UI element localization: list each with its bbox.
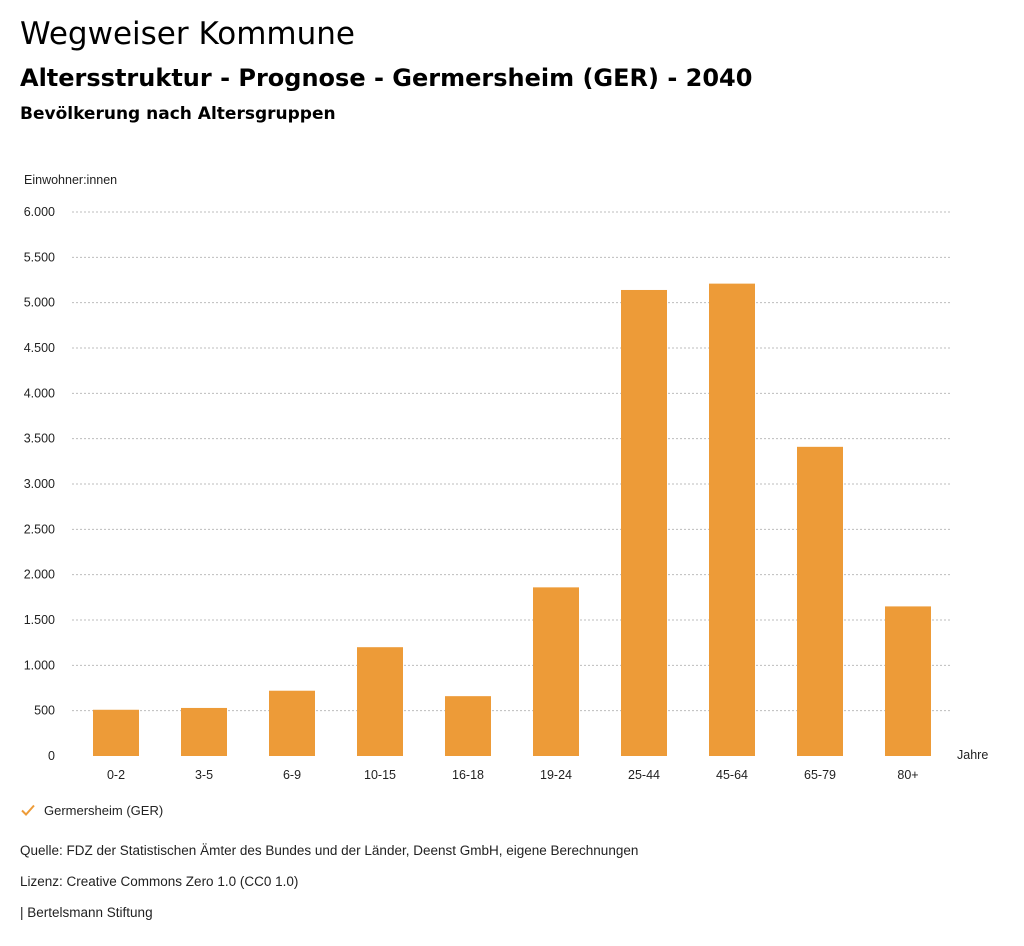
bar-6-9[interactable]: [269, 690, 315, 756]
bars: [93, 283, 931, 756]
legend-label: Germersheim (GER): [44, 802, 164, 818]
bar-19-24[interactable]: [533, 587, 579, 756]
x-tick-label: 3-5: [195, 768, 213, 782]
bar-10-15[interactable]: [357, 647, 403, 756]
chart-subtitle: Altersstruktur - Prognose - Germersheim …: [20, 64, 753, 92]
bar-65-79[interactable]: [797, 446, 843, 756]
y-tick-label: 0: [48, 749, 55, 763]
x-tick-label: 25-44: [628, 768, 660, 782]
y-tick-label: 500: [34, 704, 55, 718]
y-tick-label: 2.000: [24, 568, 55, 582]
publisher-note[interactable]: | Bertelsmann Stiftung: [20, 905, 153, 920]
x-tick-label: 19-24: [540, 768, 572, 782]
y-axis-ticks: 0 500 1.000 1.500 2.000 2.500 3.000 3.500 4.000 4…: [24, 205, 55, 763]
y-tick-label: 6.000: [24, 205, 55, 219]
bar-16-18[interactable]: [445, 696, 491, 756]
bar-3-5[interactable]: [181, 707, 227, 756]
x-tick-label: 10-15: [364, 768, 396, 782]
x-tick-label: 80+: [897, 768, 918, 782]
page-title: Wegweiser Kommune: [20, 16, 355, 52]
x-tick-label: 65-79: [804, 768, 836, 782]
y-tick-label: 1.500: [24, 613, 55, 627]
bar-25-44[interactable]: [621, 289, 667, 756]
license-note: Lizenz: Creative Commons Zero 1.0 (CC0 1…: [20, 874, 299, 889]
y-tick-label: 1.000: [24, 658, 55, 672]
x-tick-label: 16-18: [452, 768, 484, 782]
chart-subsubtitle: Bevölkerung nach Altersgruppen: [20, 104, 336, 124]
y-tick-label: 4.500: [24, 341, 55, 355]
x-axis-ticks: 0-2 3-5 6-9 10-15 16-18 19-24 25-44 45-64 65-79 8…: [107, 768, 919, 782]
bar-chart: 0 500 1.000 1.500 2.000 2.500 3.000 3.500 4.000 4…: [24, 173, 989, 782]
bar-80+[interactable]: [885, 606, 931, 756]
x-tick-label: 45-64: [716, 768, 748, 782]
x-tick-label: 0-2: [107, 768, 125, 782]
y-tick-label: 3.000: [24, 477, 55, 491]
y-tick-label: 5.000: [24, 296, 55, 310]
y-tick-label: 5.500: [24, 250, 55, 264]
bar-0-2[interactable]: [93, 709, 139, 756]
x-axis-label: Jahre: [957, 748, 988, 762]
legend-item-germersheim[interactable]: Germersheim (GER): [20, 802, 163, 818]
y-tick-label: 4.000: [24, 386, 55, 400]
check-icon: [21, 804, 35, 816]
y-tick-label: 3.500: [24, 432, 55, 446]
source-note: Quelle: FDZ der Statistischen Ämter des …: [20, 843, 639, 858]
y-axis-label: Einwohner:innen: [24, 173, 117, 187]
y-tick-label: 2.500: [24, 522, 55, 536]
x-tick-label: 6-9: [283, 768, 301, 782]
bar-45-64[interactable]: [709, 283, 755, 756]
